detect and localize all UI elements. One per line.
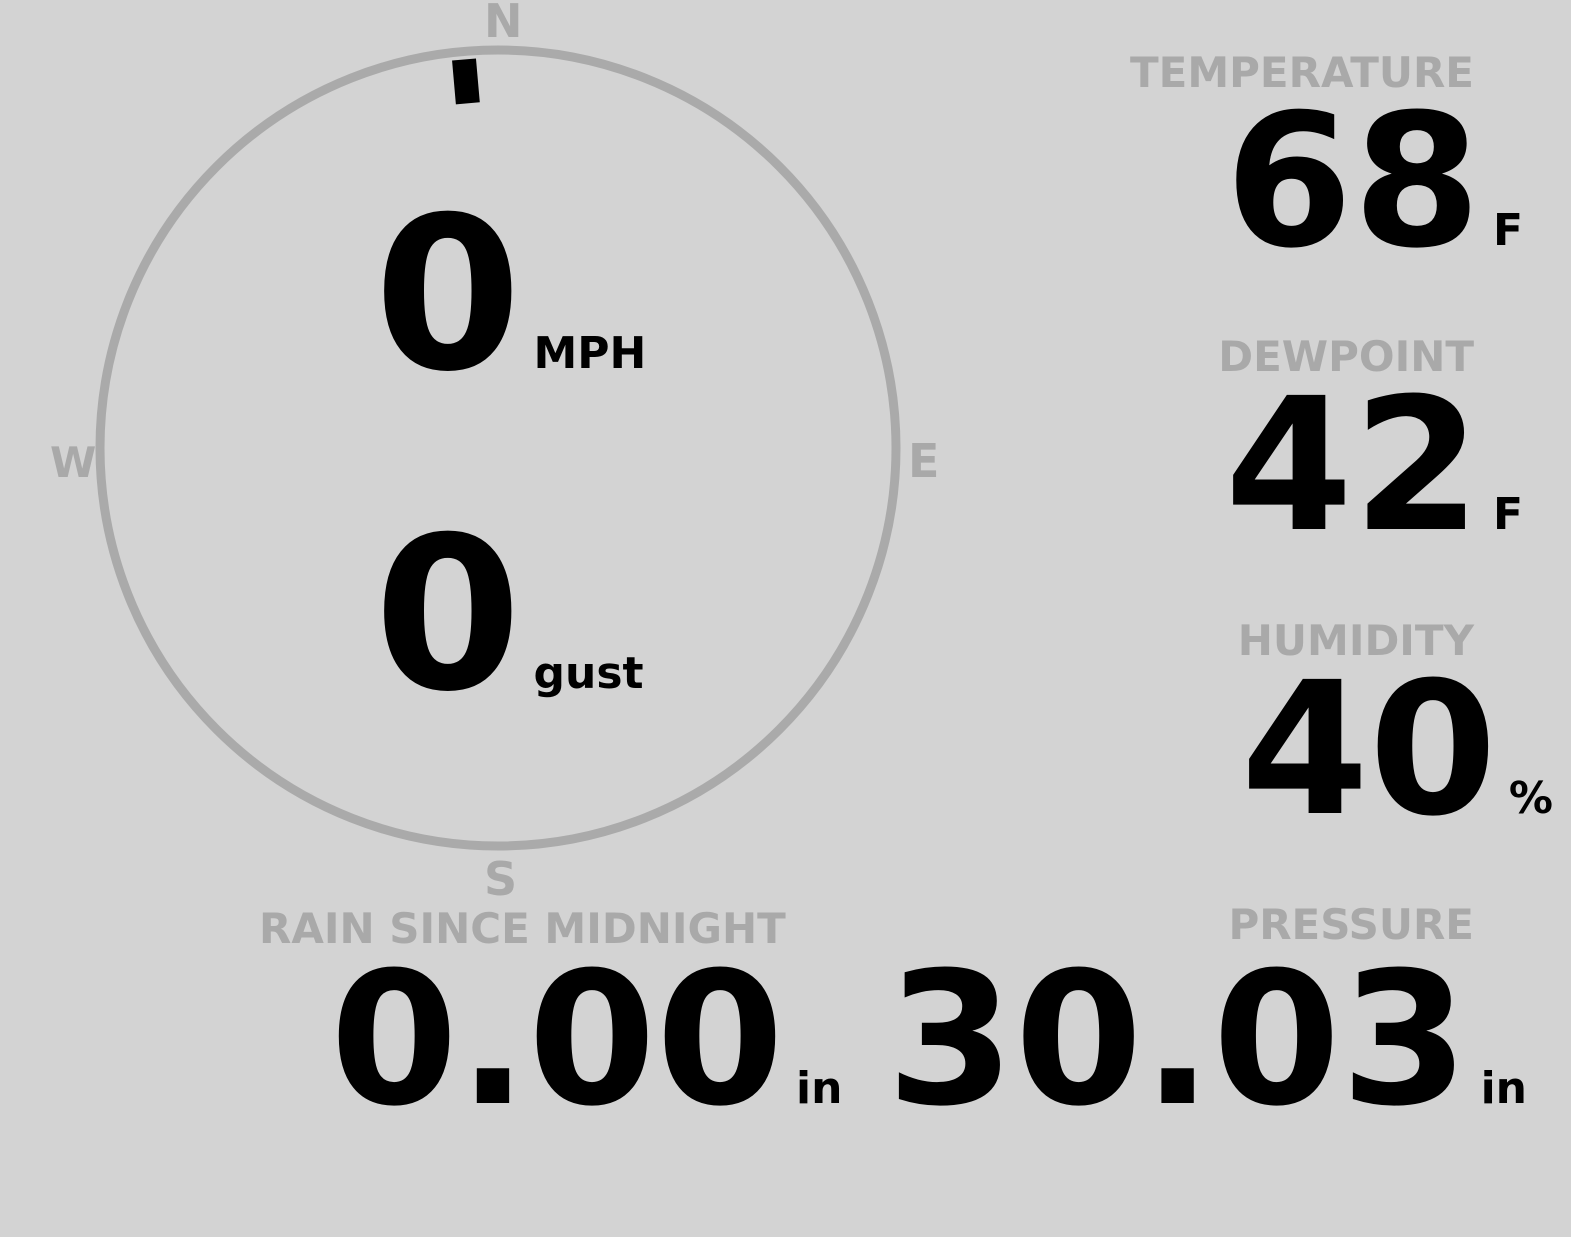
humidity-label: HUMIDITY xyxy=(1237,616,1474,665)
temperature-value: 68 xyxy=(1224,75,1481,289)
wind-gust-value: 0 xyxy=(374,491,522,738)
rain-readout: 0.00 in xyxy=(330,933,843,1147)
dewpoint-label: DEWPOINT xyxy=(1218,332,1474,381)
rain-unit: in xyxy=(795,1063,843,1114)
wind-speed-value: 0 xyxy=(374,171,522,418)
compass-ring xyxy=(95,45,901,851)
compass-n: N xyxy=(484,0,523,48)
temperature-readout: 68 F xyxy=(1224,75,1523,289)
compass-e: E xyxy=(908,434,940,488)
humidity-unit: % xyxy=(1508,773,1553,824)
compass-w: W xyxy=(50,438,97,487)
rain-label: RAIN SINCE MIDNIGHT xyxy=(259,904,786,953)
wind-gust-readout: 0 gust xyxy=(374,491,644,738)
compass-s: S xyxy=(484,852,518,906)
pressure-unit: in xyxy=(1480,1063,1527,1114)
rain-value: 0.00 xyxy=(330,933,784,1147)
dewpoint-value: 42 xyxy=(1224,359,1481,573)
humidity-value: 40 xyxy=(1240,643,1497,857)
pressure-value: 30.03 xyxy=(886,933,1469,1147)
humidity-readout: 40 % xyxy=(1240,643,1553,857)
temperature-unit: F xyxy=(1492,205,1523,256)
pressure-readout: 30.03 in xyxy=(886,933,1527,1147)
wind-speed-readout: 0 MPH xyxy=(374,171,647,418)
dewpoint-unit: F xyxy=(1492,489,1523,540)
wind-gust-unit: gust xyxy=(533,648,644,699)
wind-direction-needle xyxy=(452,58,480,105)
temperature-label: TEMPERATURE xyxy=(1130,48,1474,97)
pressure-label: PRESSURE xyxy=(1228,900,1474,949)
dewpoint-readout: 42 F xyxy=(1224,359,1523,573)
wind-speed-unit: MPH xyxy=(533,328,647,379)
